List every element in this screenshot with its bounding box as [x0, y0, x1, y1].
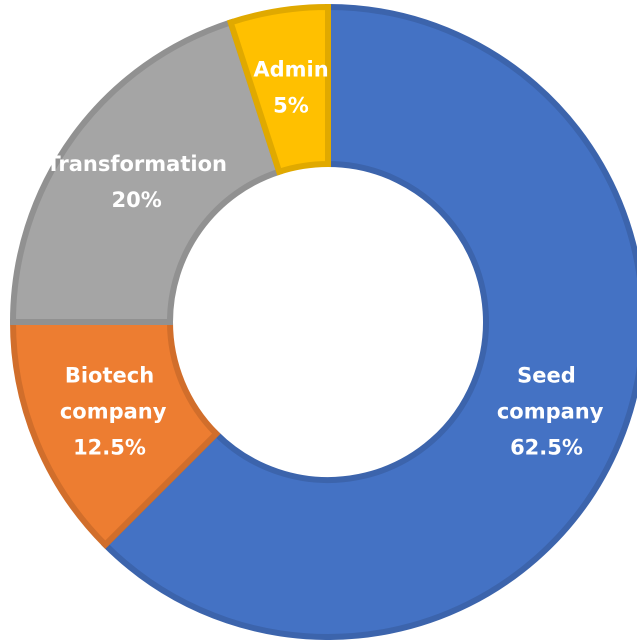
category-label: Transformation	[46, 152, 227, 176]
value-label: 62.5%	[510, 436, 583, 460]
category-label-line: Biotech	[65, 364, 154, 388]
donut-segment	[226, 3, 331, 176]
category-label: Biotech company	[53, 364, 167, 424]
category-label-line: Seed	[517, 364, 576, 388]
category-label-line: company	[53, 400, 167, 424]
value-label: 5%	[273, 93, 309, 117]
donut-segment	[101, 3, 637, 640]
category-label-line: Transformation	[46, 152, 227, 176]
value-label: 12.5%	[73, 436, 146, 460]
category-label: Seed company	[490, 364, 604, 424]
category-label: Admin	[253, 57, 328, 81]
category-label-line: Admin	[253, 57, 328, 81]
donut-segment	[9, 319, 221, 549]
category-label-line: company	[490, 400, 604, 424]
value-label: 20%	[112, 188, 162, 212]
donut-segment	[9, 18, 283, 325]
